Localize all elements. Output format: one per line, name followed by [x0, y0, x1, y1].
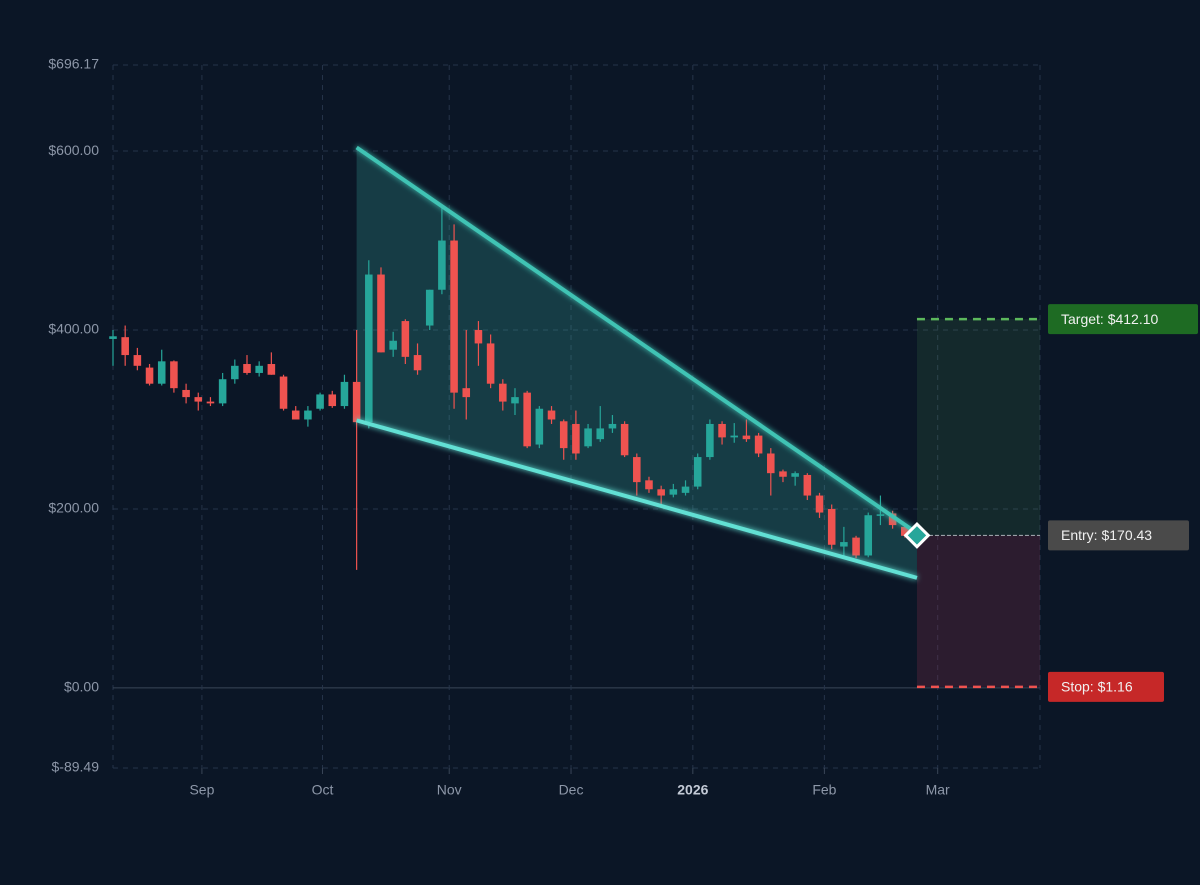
candle-body: [170, 361, 178, 389]
candle-body: [279, 376, 288, 409]
candle-body: [876, 514, 885, 516]
candle-body: [681, 486, 690, 493]
candle-body: [499, 383, 507, 402]
candle-body: [633, 457, 641, 483]
x-tick-label: Mar: [926, 782, 950, 798]
y-tick-label: $696.17: [48, 56, 99, 72]
candle-body: [815, 495, 824, 513]
candle-body: [657, 489, 665, 496]
candle-body: [596, 428, 605, 440]
x-tick-label: Nov: [437, 782, 462, 798]
candle-body: [730, 435, 739, 438]
candle-body: [718, 423, 726, 438]
candle-body: [511, 397, 519, 404]
wedge-lower: [356, 418, 918, 580]
wedge-upper: [355, 145, 919, 535]
candle-body: [109, 336, 117, 339]
candle-body: [559, 421, 568, 449]
target-label: Target: $412.10: [1061, 311, 1159, 327]
candle-body: [218, 379, 227, 404]
candle-body: [389, 340, 397, 350]
candle-body: [572, 423, 580, 454]
candle-body: [803, 474, 812, 496]
candle-body: [901, 526, 909, 536]
candle-body: [304, 410, 312, 420]
candle-body: [157, 361, 166, 384]
y-tick-label: $0.00: [64, 679, 99, 695]
candle-body: [231, 365, 239, 380]
candle-body: [145, 367, 154, 384]
candle-body: [474, 330, 483, 344]
candle-body: [194, 397, 203, 402]
y-tick-label: $200.00: [48, 500, 99, 516]
candle-body: [852, 537, 860, 556]
x-tick-label: Sep: [189, 782, 214, 798]
candle-body: [693, 457, 702, 487]
candle-body: [206, 401, 215, 404]
candle-body: [523, 392, 531, 447]
candle-body: [779, 471, 787, 477]
candle-body: [742, 435, 751, 440]
candle-body: [486, 343, 495, 384]
profit-zone: [916, 319, 1040, 536]
candle-body: [754, 435, 763, 454]
candle-body: [291, 410, 300, 420]
stop-label-box: [1048, 671, 1164, 702]
candle-body: [121, 337, 129, 356]
candle-body: [535, 408, 544, 445]
candle-body: [340, 381, 349, 407]
x-tick-label: Oct: [312, 782, 334, 798]
y-tick-label: $400.00: [48, 321, 99, 337]
x-tick-label: Feb: [812, 782, 836, 798]
entry-label: Entry: $170.43: [1061, 527, 1152, 543]
candle-body: [255, 365, 263, 373]
candle-body: [365, 274, 373, 423]
candle-body: [547, 410, 556, 420]
y-tick-label: $600.00: [48, 142, 99, 158]
entry-label-box: [1048, 520, 1189, 551]
candle-body: [401, 321, 410, 357]
stop-label: Stop: $1.16: [1061, 679, 1133, 695]
candle-body: [328, 394, 337, 407]
candle-body: [888, 513, 897, 526]
candle-body: [133, 355, 142, 366]
candle-body: [645, 480, 653, 490]
x-tick-label: Dec: [559, 782, 584, 798]
candle-body: [620, 423, 629, 456]
x-tick-label: 2026: [677, 782, 708, 798]
candle-body: [608, 423, 617, 429]
candle-body: [316, 394, 324, 409]
target-label-box: [1048, 304, 1198, 335]
candle-body: [767, 453, 775, 474]
candle-body: [864, 515, 873, 556]
candle-body: [425, 289, 434, 326]
candle-body: [377, 274, 385, 353]
candle-body: [462, 388, 471, 398]
candle-body: [791, 473, 799, 477]
candle-body: [450, 240, 458, 393]
candle-body: [669, 489, 678, 495]
candle-body: [352, 381, 361, 423]
candle-body: [827, 508, 836, 545]
entry-marker: [903, 521, 931, 549]
candle-body: [243, 364, 251, 373]
candle-body: [182, 389, 190, 398]
candle-body: [413, 355, 422, 371]
candle-body: [438, 240, 446, 290]
candle-body: [267, 364, 276, 375]
candle-body: [584, 428, 592, 447]
y-tick-label: $-89.49: [52, 759, 100, 775]
loss-zone: [916, 535, 1040, 687]
candle-body: [840, 542, 848, 547]
wedge-fill: [356, 147, 917, 578]
candle-body: [706, 423, 714, 458]
